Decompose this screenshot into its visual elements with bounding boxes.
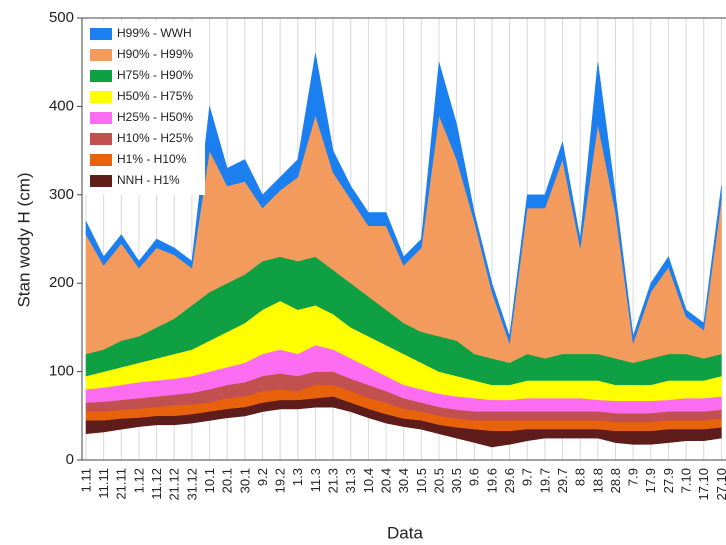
- x-tick-label: 30.4: [396, 468, 411, 493]
- x-tick-label: 21.11: [114, 468, 129, 500]
- x-tick-label: 18.8: [590, 468, 605, 493]
- y-axis-label: Stan wody H (cm): [14, 172, 33, 307]
- x-tick-label: 9.6: [467, 468, 482, 486]
- legend-label: H99% - WWH: [117, 26, 192, 40]
- x-tick-label: 1.11: [78, 468, 93, 492]
- x-tick-label: 29.6: [502, 468, 517, 493]
- legend-swatch: [90, 133, 112, 145]
- x-tick-label: 17.10: [696, 468, 711, 501]
- x-tick-label: 27.9: [661, 468, 676, 493]
- x-tick-label: 19.2: [273, 468, 288, 493]
- x-tick-label: 9.2: [255, 468, 270, 486]
- legend-label: H75% - H90%: [117, 68, 193, 82]
- x-tick-label: 11.12: [149, 468, 164, 500]
- x-tick-label: 7.10: [679, 468, 694, 493]
- x-tick-label: 29.7: [555, 468, 570, 493]
- areas: [85, 53, 722, 448]
- area: [85, 53, 722, 344]
- x-tick-label: 20.5: [431, 468, 446, 493]
- legend-swatch: [90, 28, 112, 40]
- x-tick-label: 21.3: [326, 468, 341, 493]
- legend-swatch: [90, 154, 112, 166]
- x-tick-label: 9.7: [520, 468, 535, 486]
- legend-swatch: [90, 112, 112, 124]
- legend-label: H1% - H10%: [117, 152, 187, 166]
- legend-label: H50% - H75%: [117, 89, 193, 103]
- x-tick-label: 20.1: [220, 468, 235, 493]
- y-tick-label: 100: [49, 363, 74, 380]
- legend-label: H25% - H50%: [117, 110, 193, 124]
- x-tick-label: 19.6: [484, 468, 499, 493]
- x-tick-label: 10.1: [202, 468, 217, 493]
- x-tick-label: 1.12: [131, 468, 146, 493]
- x-tick-label: 8.8: [573, 468, 588, 486]
- x-tick-label: 30.5: [449, 468, 464, 493]
- y-tick-label: 500: [49, 9, 74, 26]
- x-tick-label: 20.4: [378, 468, 393, 493]
- x-tick-label: 7.9: [626, 468, 641, 486]
- legend-label: NNH - H1%: [117, 173, 180, 187]
- x-tick-label: 30.1: [237, 468, 252, 493]
- x-tick-label: 28.8: [608, 468, 623, 493]
- x-tick-label: 11.11: [96, 468, 111, 499]
- x-tick-label: 17.9: [643, 468, 658, 493]
- x-tick-label: 27.10: [714, 468, 726, 501]
- x-tick-label: 10.4: [361, 468, 376, 493]
- y-tick-label: 400: [49, 97, 74, 114]
- x-tick-label: 31.12: [184, 468, 199, 501]
- baseline: [85, 406, 722, 448]
- x-tick-label: 11.3: [308, 468, 323, 492]
- y-tick-label: 300: [49, 186, 74, 203]
- x-tick-label: 10.5: [414, 468, 429, 493]
- x-tick-label: 19.7: [537, 468, 552, 493]
- legend: H99% - WWH H90% - H99% H75% - H90% H50% - H…: [85, 21, 205, 195]
- x-tick-label: 21.12: [167, 468, 182, 501]
- y-tick-label: 200: [49, 274, 74, 291]
- x-tick-label: 1.3: [290, 468, 305, 486]
- x-axis-label: Data: [387, 523, 423, 542]
- legend-swatch: [90, 175, 112, 187]
- y-tick-label: 0: [66, 451, 74, 468]
- legend-swatch: [90, 70, 112, 82]
- legend-swatch: [90, 49, 112, 61]
- legend-label: H10% - H25%: [117, 131, 193, 145]
- x-tick-label: 31.3: [343, 468, 358, 493]
- legend-swatch: [90, 91, 112, 103]
- legend-label: H90% - H99%: [117, 47, 193, 61]
